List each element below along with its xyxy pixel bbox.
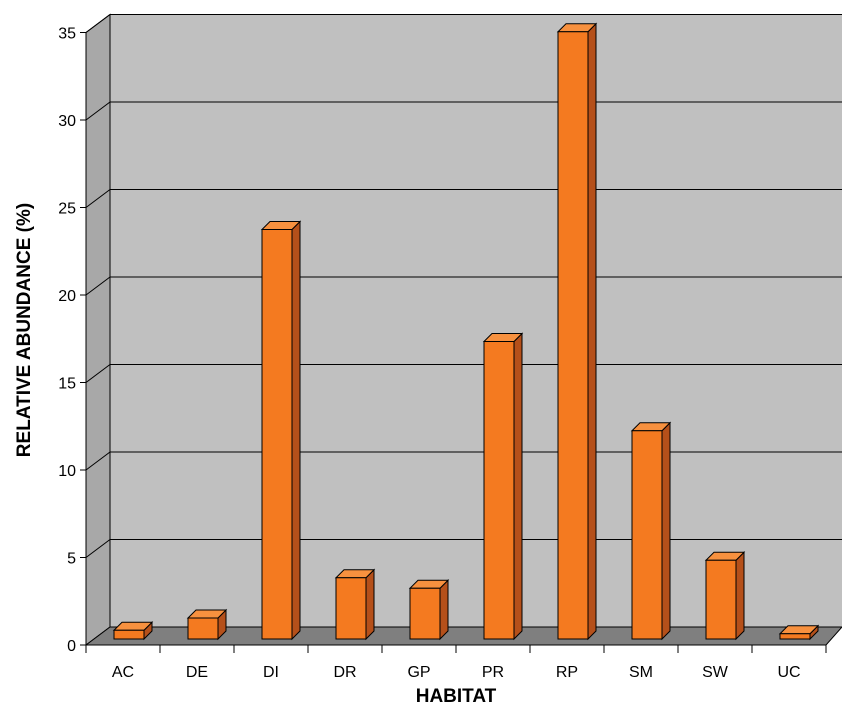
gridline-side [85,539,111,558]
y-tick-label: 5 [67,551,76,568]
bar-uc [778,624,820,641]
bar-side [513,332,523,641]
gridline-side [85,189,111,208]
gridline-side [85,364,111,383]
bar-side [587,22,597,641]
gridline-side [85,451,111,471]
bar-front [557,31,589,640]
bar-dr [334,568,376,641]
x-tick-label: SW [702,664,729,681]
x-tick-label: GP [407,664,430,681]
x-axis-title: HABITAT [416,686,497,707]
bar-front [631,430,663,640]
left-wall [85,13,111,646]
y-tick-label: 10 [58,463,76,480]
bar-front [187,617,219,640]
bar-front [705,559,737,640]
x-tick-label: SM [629,664,653,681]
y-tick-label: 25 [58,201,76,218]
bar-rp [556,22,598,641]
x-tick-label: AC [112,664,134,681]
gridline-side [85,14,111,33]
bar-front [779,633,811,640]
y-tick-label: 35 [58,26,76,43]
bar-front [113,629,145,640]
y-tick-label: 0 [67,638,76,655]
bar-front [409,587,441,640]
bar-side [735,551,745,641]
y-tick-label: 20 [58,288,76,305]
x-tick-labels: AC DE DI DR GP PR RP SM SW UC [112,664,801,681]
x-tick-label: UC [777,664,800,681]
bar-ac [112,621,154,641]
bar-sm [630,421,672,641]
bar-gp [408,579,450,641]
x-tick-label: DI [263,664,279,681]
bar-side [291,220,301,641]
y-tick-label: 30 [58,113,76,130]
y-tick-labels: 0 5 10 15 20 25 30 35 [58,26,76,656]
bar-side [661,421,671,641]
gridline-side [85,276,111,296]
bar-side [439,579,449,641]
bar-front [335,577,367,640]
y-tick-label: 15 [58,376,76,393]
gridlines [85,14,842,558]
bar-de [186,608,228,641]
x-tick-label: PR [482,664,504,681]
x-tick-label: RP [556,664,578,681]
x-tick-label: DR [333,664,356,681]
gridline-side [85,101,111,121]
bar-side [365,568,375,641]
bar-di [260,220,302,641]
bar-sw [704,551,746,641]
y-axis-title: RELATIVE ABUNDANCE (%) [14,203,35,457]
chart-walls [84,13,842,646]
back-wall [110,14,842,627]
x-tick-label: DE [186,664,208,681]
bar-front [483,341,515,640]
bar-front [261,229,293,640]
axes [80,32,827,653]
bar-pr [482,332,524,641]
bars [112,22,820,641]
